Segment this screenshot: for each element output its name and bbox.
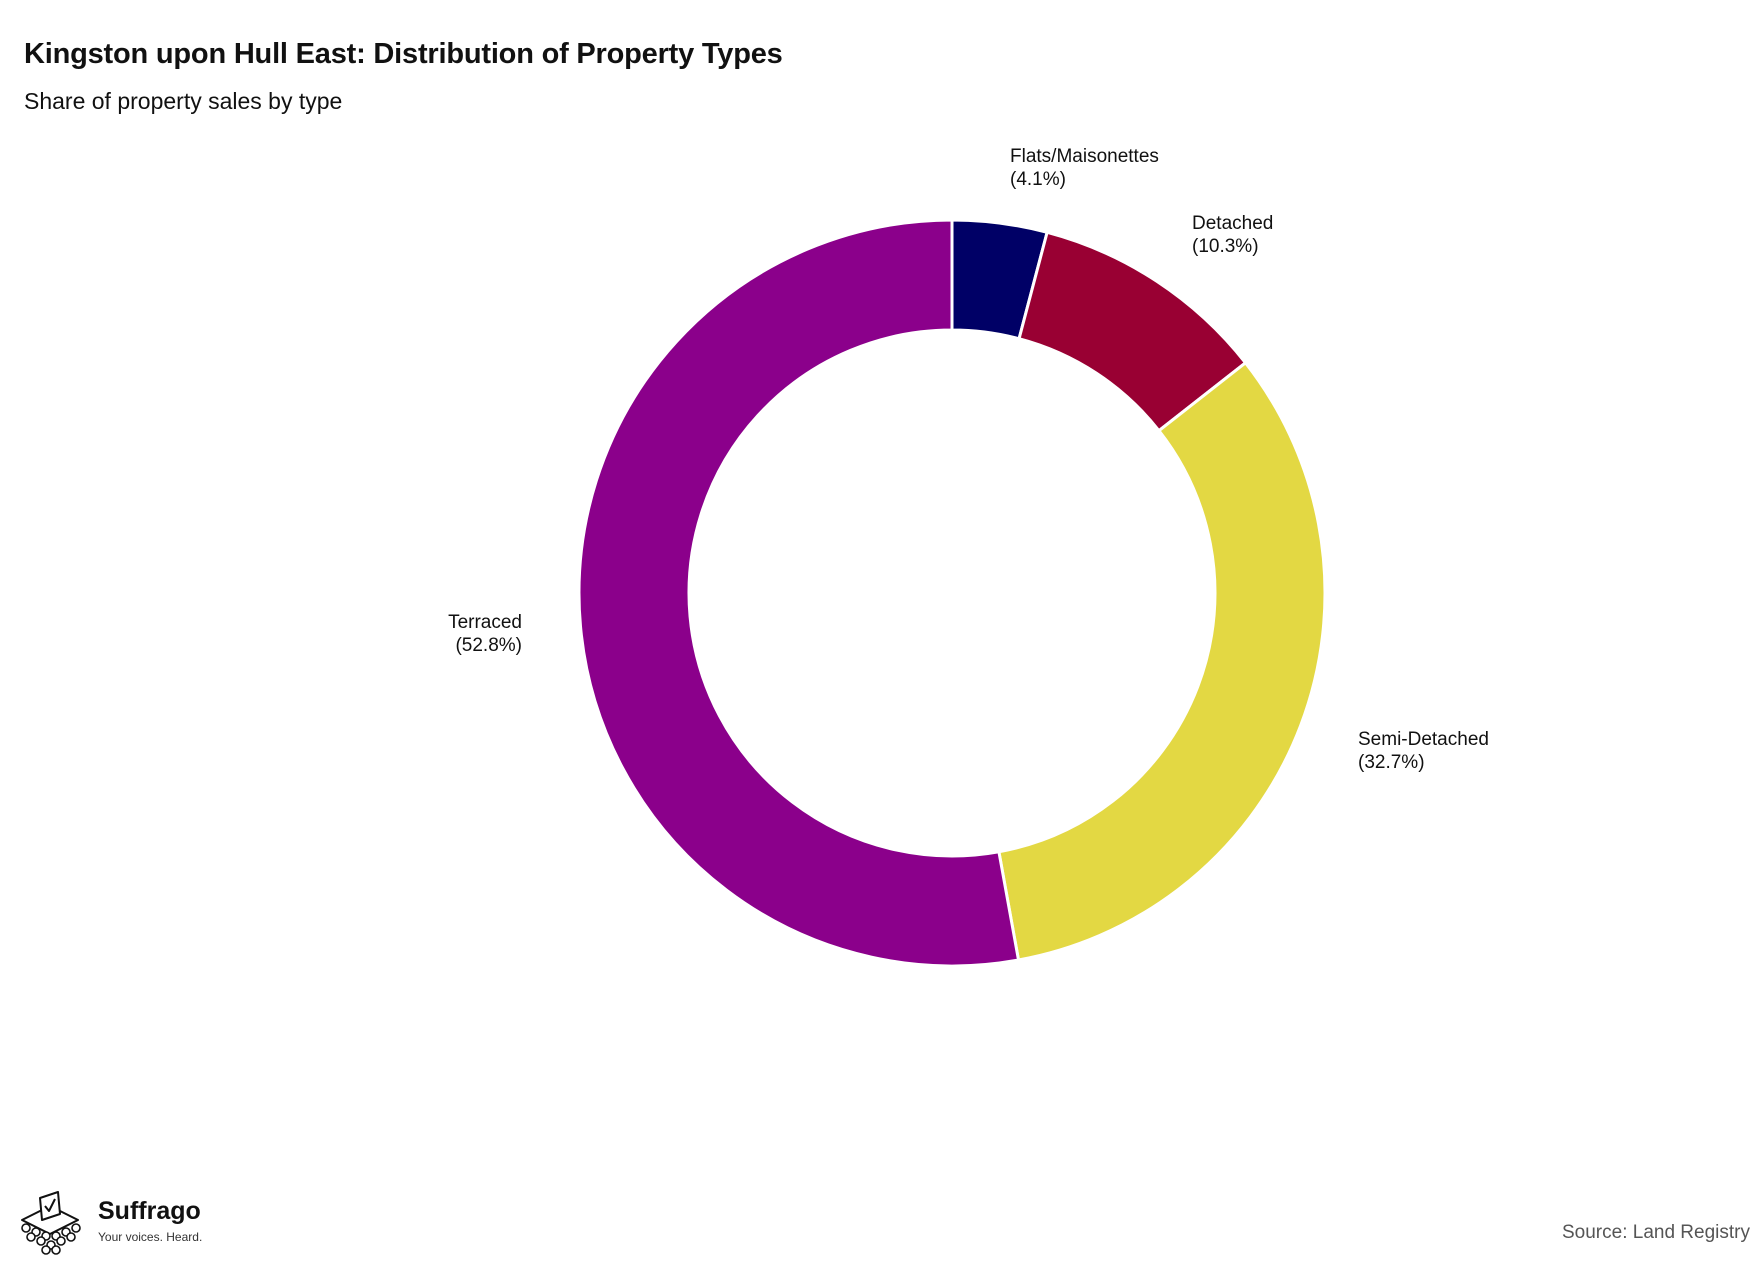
slice-terraced [577,218,1021,968]
slice-label-terraced: Terraced [448,612,522,633]
chart-title: Kingston upon Hull East: Distribution of… [24,38,783,70]
chart-subtitle: Share of property sales by type [24,88,343,114]
slice-label-semi-detached: Semi-Detached [1358,729,1489,750]
slice-value-label-semi-detached: (32.7%) [1358,752,1425,773]
ballot-box-icon [21,1191,81,1255]
brand-logo: Suffrago Your voices. Heard. [14,1190,202,1256]
slice-value-label-flats-maisonettes: (4.1%) [1010,169,1066,190]
slice-value-label-detached: (10.3%) [1192,236,1259,257]
slice-value-label-terraced: (52.8%) [455,635,522,656]
slice-semi-detached [997,360,1327,962]
slice-label-flats-maisonettes: Flats/Maisonettes [1010,146,1159,167]
slice-label-detached: Detached [1192,213,1273,234]
source-note: Source: Land Registry [1562,1222,1750,1243]
brand-name: Suffrago [98,1197,201,1225]
brand-tagline: Your voices. Heard. [98,1230,203,1244]
